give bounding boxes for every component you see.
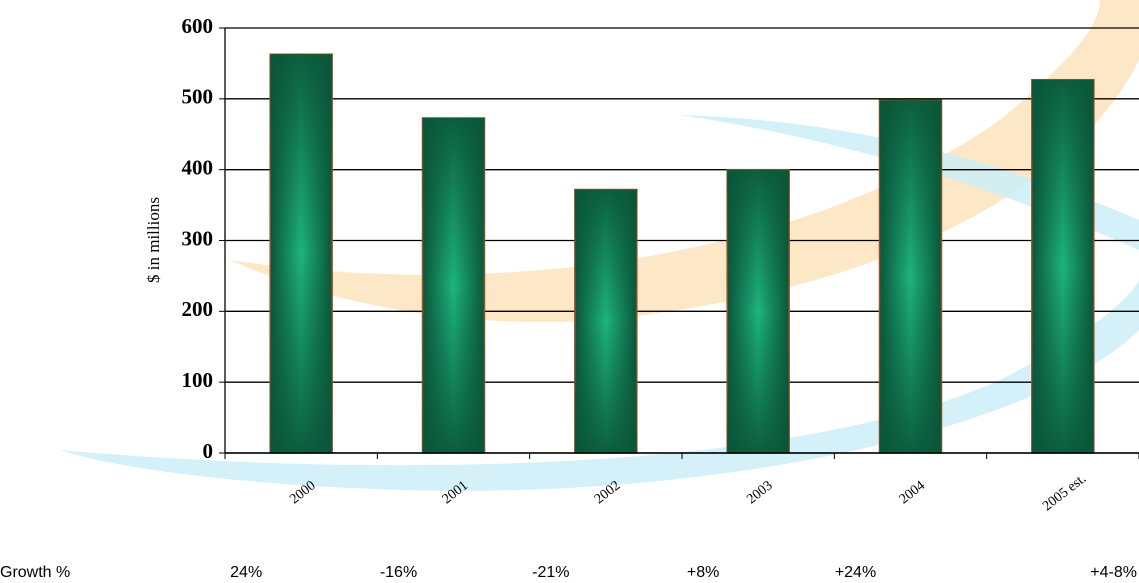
growth-value: +4-8%: [1090, 564, 1137, 581]
x-tick-label: 2005 est.: [1040, 471, 1089, 514]
growth-label: Growth %: [0, 564, 70, 581]
y-tick-label: 100: [182, 368, 214, 392]
bar-group: [726, 168, 790, 454]
y-tick-label: 400: [182, 155, 214, 179]
bar-group: [421, 117, 486, 454]
bar-shade: [270, 54, 333, 453]
bar-group: [1031, 78, 1095, 454]
growth-value: +24%: [835, 564, 876, 581]
bar-group: [878, 99, 943, 454]
x-tick-label: 2004: [897, 478, 928, 507]
x-tick-label: 2003: [744, 478, 775, 507]
bar-shade: [574, 189, 637, 453]
growth-value: -21%: [532, 564, 569, 581]
y-tick-label: 600: [182, 14, 214, 38]
bar-shade: [1031, 79, 1094, 453]
growth-value: +8%: [687, 564, 719, 581]
bar-group: [574, 188, 638, 454]
bar-shade: [422, 117, 485, 453]
bar-shade: [727, 169, 790, 453]
bar-group: [269, 53, 333, 454]
y-tick-label: 0: [203, 439, 214, 463]
y-tick-label: 300: [182, 226, 214, 250]
growth-value: 24%: [230, 564, 262, 581]
y-tick-label: 200: [182, 297, 214, 321]
bar-shade: [879, 100, 942, 453]
growth-value: -16%: [380, 564, 417, 581]
y-tick-label: 500: [182, 85, 214, 109]
y-axis-label: $ in millions: [144, 197, 163, 283]
